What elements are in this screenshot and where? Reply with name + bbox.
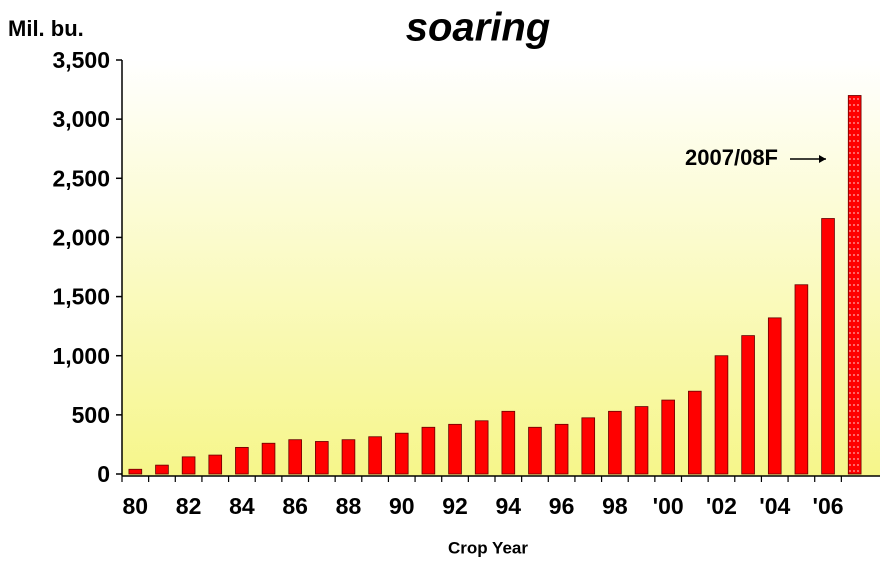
bar [288,439,302,475]
bar [368,436,382,475]
bar [581,417,596,475]
x-tick-label: '04 [759,493,790,519]
x-tick-label: 94 [496,493,522,519]
bar [528,426,542,475]
y-tick-label: 3,500 [52,47,110,73]
y-axis-label: Mil. bu. [8,16,84,41]
bar [235,446,249,475]
annotation: 2007/08F [685,145,778,170]
x-axis-label: Crop Year [448,538,528,557]
y-tick-label: 500 [72,402,110,428]
x-tick-label: 96 [549,493,575,519]
x-tick-label: '06 [813,493,844,519]
x-tick-label: 88 [336,493,362,519]
bar [661,399,675,475]
y-tick-label: 1,000 [52,343,110,369]
bar [261,442,276,475]
bar [821,218,835,475]
bar [714,355,729,475]
bar [315,441,329,475]
bar [847,95,862,475]
bar [181,456,196,475]
x-tick-label: 80 [123,493,149,519]
bar [155,464,169,475]
y-tick-label: 0 [97,461,110,487]
bar [741,335,755,475]
bar [128,468,143,475]
x-tick-label: 98 [602,493,628,519]
bar [767,317,782,475]
y-tick-label: 2,000 [52,225,110,251]
bar [208,454,223,475]
y-tick-label: 3,000 [52,106,110,132]
x-tick-label: 84 [229,493,255,519]
chart-title: soaring [406,6,550,50]
bar [554,423,569,475]
x-tick-label: 86 [282,493,308,519]
bar [634,406,649,475]
bar [688,390,702,475]
bar [794,284,809,475]
bar [448,423,462,475]
y-tick-label: 1,500 [52,284,110,310]
x-tick-label: '02 [706,493,737,519]
bar [341,439,356,475]
bar [608,410,622,475]
x-tick-label: 82 [176,493,202,519]
bar [394,432,409,475]
x-tick-label: '00 [653,493,684,519]
bar [421,426,436,475]
bar [501,410,516,475]
annotation-arrowhead [819,155,826,163]
bar [474,420,489,475]
plot-area [122,60,880,476]
y-tick-label: 2,500 [52,165,110,191]
x-tick-label: 90 [389,493,415,519]
x-tick-label: 92 [442,493,468,519]
